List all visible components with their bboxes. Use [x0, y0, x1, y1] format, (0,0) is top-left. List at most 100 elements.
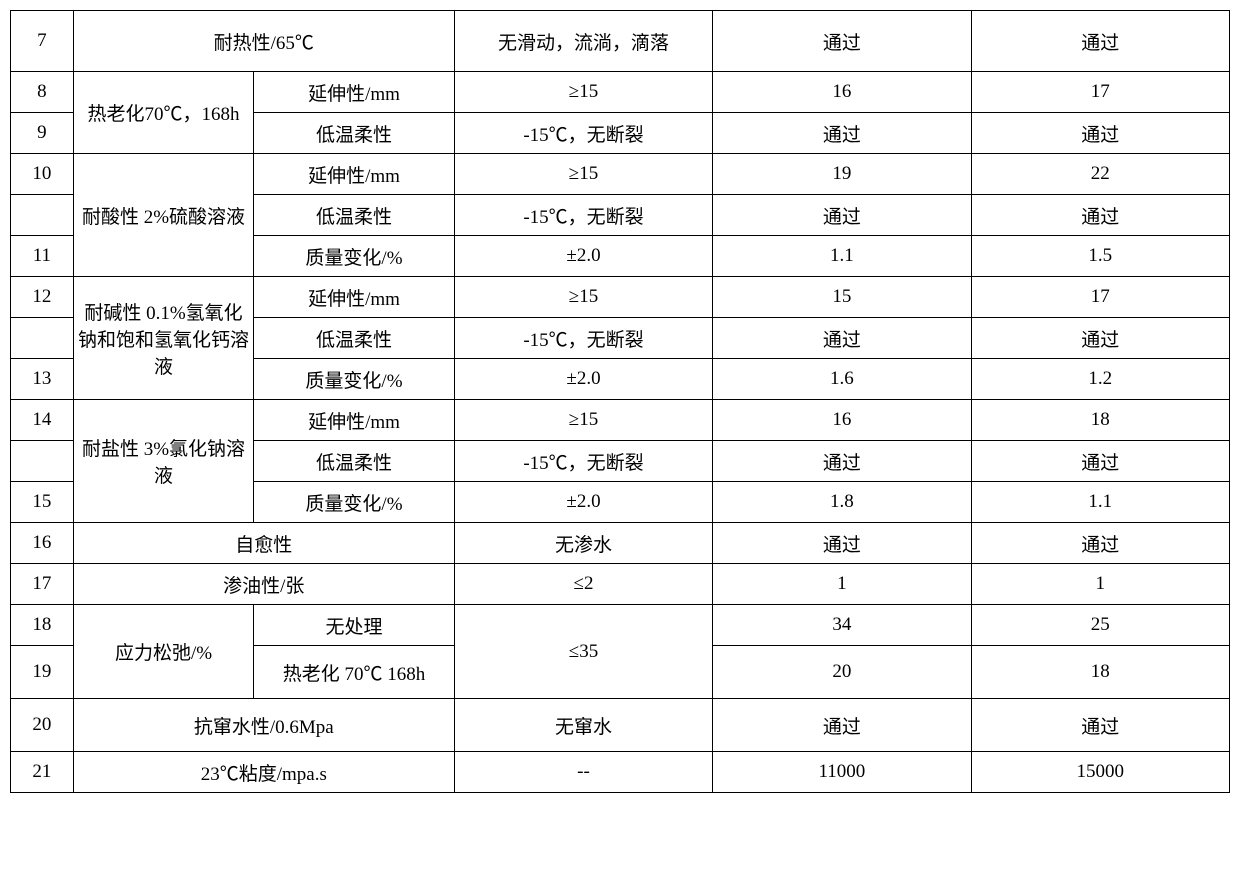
row-requirement: ≥15 — [454, 400, 712, 441]
row-value-2: 通过 — [971, 523, 1229, 564]
row-subitem: 热老化 70℃ 168h — [254, 646, 455, 699]
row-subitem: 延伸性/mm — [254, 154, 455, 195]
row-index: 20 — [11, 699, 74, 752]
table-row: 7 耐热性/65℃ 无滑动，流淌，滴落 通过 通过 — [11, 11, 1230, 72]
row-requirement: 无滑动，流淌，滴落 — [454, 11, 712, 72]
row-value-2: 1.5 — [971, 236, 1229, 277]
row-value-1: 1.8 — [713, 482, 971, 523]
row-value-1: 19 — [713, 154, 971, 195]
row-value-2: 通过 — [971, 699, 1229, 752]
row-value-2: 18 — [971, 400, 1229, 441]
row-value-1: 16 — [713, 400, 971, 441]
row-subitem: 延伸性/mm — [254, 72, 455, 113]
row-index: 13 — [11, 359, 74, 400]
row-category: 自愈性 — [73, 523, 454, 564]
row-category: 23℃粘度/mpa.s — [73, 752, 454, 793]
row-index: 10 — [11, 154, 74, 195]
row-requirement: -15℃，无断裂 — [454, 113, 712, 154]
row-category: 耐热性/65℃ — [73, 11, 454, 72]
table-row: 10 耐酸性 2%硫酸溶液 延伸性/mm ≥15 19 22 — [11, 154, 1230, 195]
row-category: 应力松弛/% — [73, 605, 253, 699]
row-requirement: -- — [454, 752, 712, 793]
row-value-2: 25 — [971, 605, 1229, 646]
row-subitem: 延伸性/mm — [254, 400, 455, 441]
row-index: 9 — [11, 113, 74, 154]
row-requirement: ≥15 — [454, 154, 712, 195]
row-value-2: 1 — [971, 564, 1229, 605]
row-requirement: ±2.0 — [454, 359, 712, 400]
row-category: 热老化70℃，168h — [73, 72, 253, 154]
row-index: 19 — [11, 646, 74, 699]
row-subitem: 低温柔性 — [254, 113, 455, 154]
row-index: 21 — [11, 752, 74, 793]
row-subitem: 质量变化/% — [254, 236, 455, 277]
row-category: 渗油性/张 — [73, 564, 454, 605]
row-value-1: 1.1 — [713, 236, 971, 277]
row-requirement: 无渗水 — [454, 523, 712, 564]
row-value-1: 通过 — [713, 195, 971, 236]
row-index: 11 — [11, 236, 74, 277]
row-index: 16 — [11, 523, 74, 564]
row-value-1: 通过 — [713, 523, 971, 564]
row-value-2: 1.2 — [971, 359, 1229, 400]
table-row: 18 应力松弛/% 无处理 ≤35 34 25 — [11, 605, 1230, 646]
row-value-2: 17 — [971, 277, 1229, 318]
row-subitem: 无处理 — [254, 605, 455, 646]
row-requirement: -15℃，无断裂 — [454, 318, 712, 359]
row-value-1: 15 — [713, 277, 971, 318]
row-index: 18 — [11, 605, 74, 646]
row-value-1: 1.6 — [713, 359, 971, 400]
row-subitem: 延伸性/mm — [254, 277, 455, 318]
table-row: 20 抗窜水性/0.6Mpa 无窜水 通过 通过 — [11, 699, 1230, 752]
row-requirement: 无窜水 — [454, 699, 712, 752]
row-index: 12 — [11, 277, 74, 318]
spec-table: 7 耐热性/65℃ 无滑动，流淌，滴落 通过 通过 8 热老化70℃，168h … — [10, 10, 1230, 793]
table-row: 21 23℃粘度/mpa.s -- 11000 15000 — [11, 752, 1230, 793]
row-index: 8 — [11, 72, 74, 113]
row-value-1: 1 — [713, 564, 971, 605]
row-category: 抗窜水性/0.6Mpa — [73, 699, 454, 752]
row-value-2: 通过 — [971, 318, 1229, 359]
row-index — [11, 318, 74, 359]
row-index: 7 — [11, 11, 74, 72]
row-subitem: 低温柔性 — [254, 441, 455, 482]
row-subitem: 低温柔性 — [254, 195, 455, 236]
row-value-2: 通过 — [971, 11, 1229, 72]
row-subitem: 质量变化/% — [254, 482, 455, 523]
row-category: 耐酸性 2%硫酸溶液 — [73, 154, 253, 277]
row-value-1: 11000 — [713, 752, 971, 793]
row-requirement: ≥15 — [454, 72, 712, 113]
row-category: 耐碱性 0.1%氢氧化钠和饱和氢氧化钙溶液 — [73, 277, 253, 400]
row-requirement: -15℃，无断裂 — [454, 195, 712, 236]
row-value-2: 1.1 — [971, 482, 1229, 523]
row-category: 耐盐性 3%氯化钠溶液 — [73, 400, 253, 523]
row-value-1: 通过 — [713, 318, 971, 359]
row-value-2: 通过 — [971, 113, 1229, 154]
row-subitem: 低温柔性 — [254, 318, 455, 359]
row-value-1: 34 — [713, 605, 971, 646]
row-value-2: 15000 — [971, 752, 1229, 793]
row-requirement: ≤35 — [454, 605, 712, 699]
row-index — [11, 441, 74, 482]
row-value-2: 通过 — [971, 195, 1229, 236]
row-value-1: 通过 — [713, 11, 971, 72]
row-value-1: 通过 — [713, 113, 971, 154]
row-requirement: -15℃，无断裂 — [454, 441, 712, 482]
row-value-2: 17 — [971, 72, 1229, 113]
row-value-1: 通过 — [713, 441, 971, 482]
table-row: 16 自愈性 无渗水 通过 通过 — [11, 523, 1230, 564]
row-value-2: 22 — [971, 154, 1229, 195]
row-subitem: 质量变化/% — [254, 359, 455, 400]
row-requirement: ≥15 — [454, 277, 712, 318]
row-requirement: ±2.0 — [454, 236, 712, 277]
row-value-2: 通过 — [971, 441, 1229, 482]
row-value-1: 16 — [713, 72, 971, 113]
row-index: 14 — [11, 400, 74, 441]
row-index — [11, 195, 74, 236]
row-index: 17 — [11, 564, 74, 605]
table-row: 12 耐碱性 0.1%氢氧化钠和饱和氢氧化钙溶液 延伸性/mm ≥15 15 1… — [11, 277, 1230, 318]
row-value-1: 20 — [713, 646, 971, 699]
row-requirement: ±2.0 — [454, 482, 712, 523]
table-row: 17 渗油性/张 ≤2 1 1 — [11, 564, 1230, 605]
row-requirement: ≤2 — [454, 564, 712, 605]
